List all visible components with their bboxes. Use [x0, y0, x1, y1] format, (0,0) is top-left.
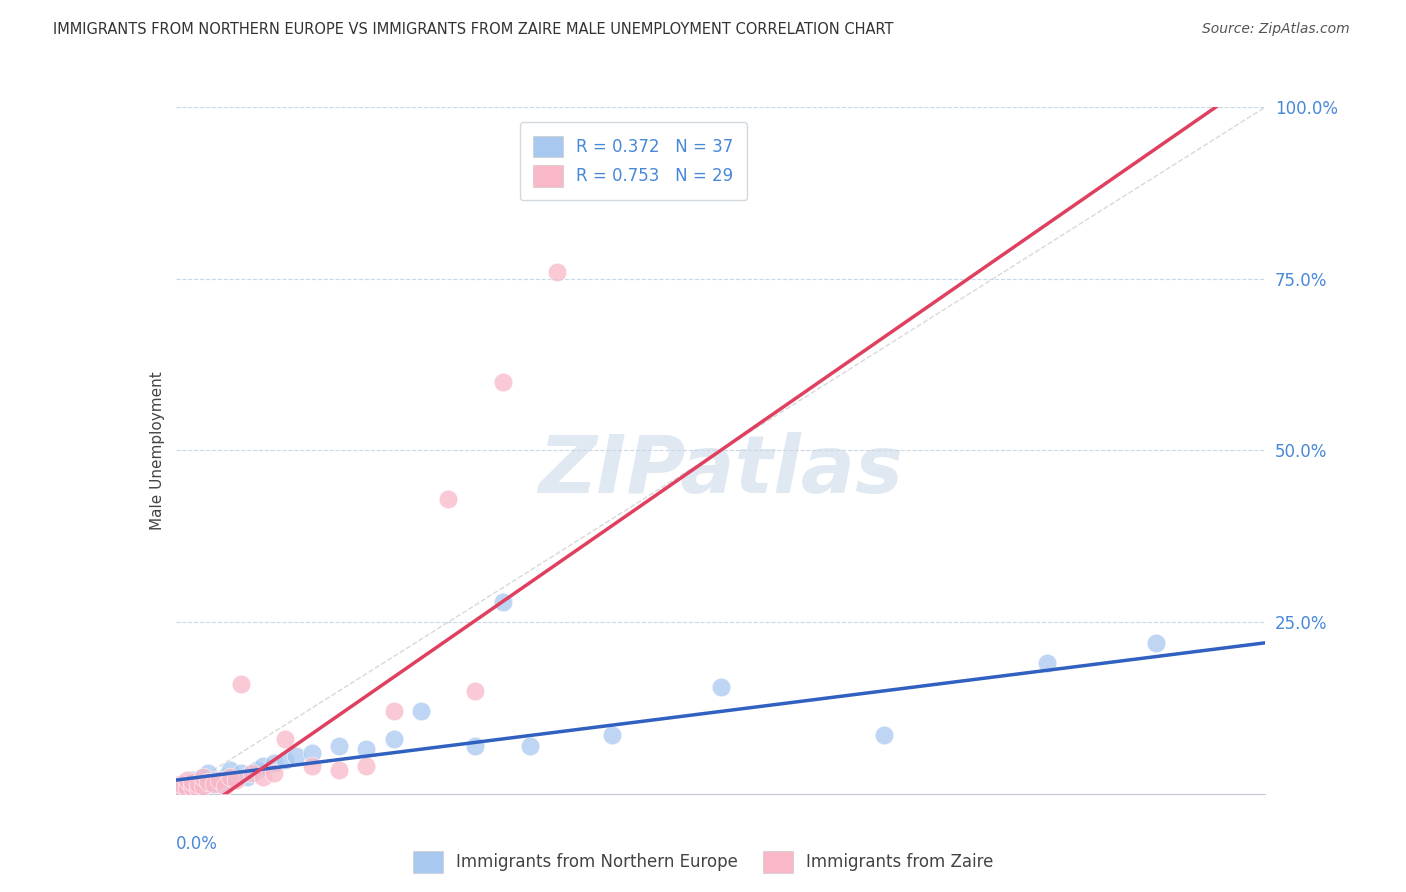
Point — [492, 594, 515, 608]
Point — [274, 753, 297, 767]
Point — [1144, 636, 1167, 650]
Point — [186, 781, 209, 796]
Point — [191, 770, 214, 784]
Point — [263, 766, 285, 780]
Point — [274, 731, 297, 746]
Point — [235, 770, 257, 784]
Point — [170, 783, 193, 797]
Point — [710, 681, 733, 695]
Point — [170, 780, 193, 794]
Point — [176, 776, 198, 790]
Point — [409, 705, 432, 719]
Point — [492, 375, 515, 389]
Point — [225, 773, 247, 788]
Point — [202, 776, 225, 790]
Point — [252, 770, 274, 784]
Point — [208, 773, 231, 788]
Point — [197, 774, 219, 789]
Point — [246, 763, 269, 777]
Point — [600, 729, 623, 743]
Point — [176, 781, 198, 796]
Point — [464, 739, 486, 753]
Point — [519, 739, 541, 753]
Point — [208, 776, 231, 790]
Point — [219, 773, 242, 788]
Point — [464, 683, 486, 698]
Point — [301, 759, 323, 773]
Point — [170, 783, 193, 797]
Point — [176, 781, 198, 796]
Point — [219, 763, 242, 777]
Point — [252, 759, 274, 773]
Point — [186, 781, 209, 796]
Point — [240, 766, 263, 780]
Point — [197, 776, 219, 790]
Point — [214, 770, 236, 784]
Point — [191, 770, 214, 784]
Point — [202, 773, 225, 788]
Point — [197, 766, 219, 780]
Point — [356, 742, 378, 756]
Point — [382, 731, 405, 746]
Point — [181, 780, 204, 794]
Legend: R = 0.372   N = 37, R = 0.753   N = 29: R = 0.372 N = 37, R = 0.753 N = 29 — [520, 122, 747, 200]
Y-axis label: Male Unemployment: Male Unemployment — [149, 371, 165, 530]
Point — [214, 779, 236, 793]
Legend: Immigrants from Northern Europe, Immigrants from Zaire: Immigrants from Northern Europe, Immigra… — [406, 845, 1000, 880]
Point — [1036, 657, 1059, 671]
Point — [328, 739, 350, 753]
Point — [284, 749, 307, 764]
Point — [356, 759, 378, 773]
Point — [546, 265, 568, 279]
Point — [301, 746, 323, 760]
Point — [263, 756, 285, 770]
Point — [186, 774, 209, 789]
Point — [873, 729, 896, 743]
Point — [191, 779, 214, 793]
Point — [219, 770, 242, 784]
Text: ZIPatlas: ZIPatlas — [538, 432, 903, 510]
Point — [181, 780, 204, 794]
Point — [181, 774, 204, 789]
Point — [191, 779, 214, 793]
Point — [181, 773, 204, 788]
Point — [328, 763, 350, 777]
Point — [170, 776, 193, 790]
Point — [231, 677, 253, 691]
Text: Source: ZipAtlas.com: Source: ZipAtlas.com — [1202, 22, 1350, 37]
Point — [186, 776, 209, 790]
Point — [437, 491, 460, 506]
Point — [382, 705, 405, 719]
Text: IMMIGRANTS FROM NORTHERN EUROPE VS IMMIGRANTS FROM ZAIRE MALE UNEMPLOYMENT CORRE: IMMIGRANTS FROM NORTHERN EUROPE VS IMMIG… — [53, 22, 894, 37]
Point — [231, 766, 253, 780]
Text: 0.0%: 0.0% — [176, 835, 218, 853]
Point — [176, 773, 198, 788]
